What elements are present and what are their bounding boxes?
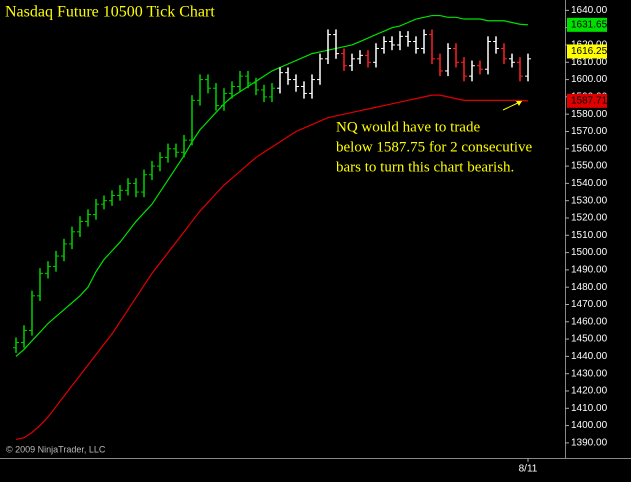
- y-tick-label: 1460.00: [571, 316, 608, 327]
- copyright: © 2009 NinjaTrader, LLC: [6, 444, 106, 454]
- annotation-arrow-head: [516, 101, 522, 106]
- annotation: NQ would have to trade: [336, 119, 480, 135]
- y-tick-label: 1640.00: [571, 5, 608, 16]
- y-tick-label: 1410.00: [571, 403, 608, 414]
- y-tick-label: 1480.00: [571, 282, 608, 293]
- y-tick-label: 1540.00: [571, 178, 608, 189]
- chart-title: Nasdaq Future 10500 Tick Chart: [5, 4, 215, 21]
- y-tick-label: 1570.00: [571, 126, 608, 137]
- price-marker: [567, 93, 607, 108]
- annotation: bars to turn this chart bearish.: [336, 159, 514, 175]
- y-tick-label: 1560.00: [571, 143, 608, 154]
- y-tick-label: 1450.00: [571, 334, 608, 345]
- price-marker-label: 1616.25: [571, 46, 608, 57]
- x-tick-label: 8/11: [519, 464, 538, 475]
- y-tick-label: 1490.00: [571, 265, 608, 276]
- y-tick-label: 1390.00: [571, 438, 608, 449]
- y-tick-label: 1470.00: [571, 299, 608, 310]
- y-tick-label: 1610.00: [571, 57, 608, 68]
- y-tick-label: 1600.00: [571, 74, 608, 85]
- y-tick-label: 1420.00: [571, 386, 608, 397]
- price-marker-label: 1631.65: [571, 19, 608, 30]
- y-tick-label: 1550.00: [571, 161, 608, 172]
- moving-average: [15, 14, 529, 357]
- y-tick-label: 1430.00: [571, 368, 608, 379]
- y-tick-label: 1510.00: [571, 230, 608, 241]
- y-tick-label: 1520.00: [571, 213, 608, 224]
- moving-average: [15, 94, 529, 441]
- y-tick-label: 1580.00: [571, 109, 608, 120]
- price-marker: [567, 44, 607, 59]
- price-marker-label: 1587.71: [571, 95, 608, 106]
- annotation: below 1587.75 for 2 consecutive: [336, 139, 533, 155]
- y-tick-label: 1400.00: [571, 420, 608, 431]
- y-tick-label: 1440.00: [571, 351, 608, 362]
- y-tick-label: 1530.00: [571, 195, 608, 206]
- y-tick-label: 1500.00: [571, 247, 608, 258]
- price-marker: [567, 17, 607, 32]
